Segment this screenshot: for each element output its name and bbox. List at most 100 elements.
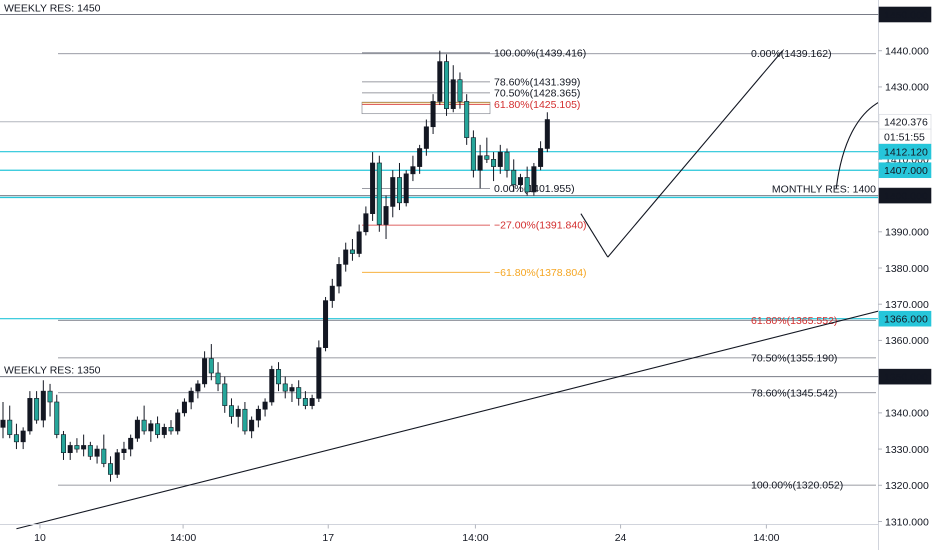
candle-body <box>74 445 80 450</box>
candle-body <box>242 408 248 432</box>
price-label-text: 1366.000 <box>884 314 928 326</box>
price-tick-label: 1310.000 <box>885 516 929 528</box>
candle-body <box>423 126 429 149</box>
candle-body <box>255 408 261 421</box>
level-label: WEEKLY RES: 1350 <box>4 365 101 377</box>
candle-body <box>390 177 396 207</box>
candle-body <box>27 398 33 432</box>
price-label-box <box>878 310 932 327</box>
candle-body <box>215 372 221 385</box>
trendline <box>16 297 932 530</box>
fib-label: 0.00%(1439.162) <box>751 48 832 60</box>
candle-body <box>168 427 174 432</box>
candle-body <box>497 151 503 167</box>
time-tick-label: 14:00 <box>753 532 779 544</box>
candle-body <box>60 434 66 453</box>
candle-body <box>410 166 416 175</box>
candle-body <box>329 285 335 301</box>
price-label-box <box>878 143 932 160</box>
candle-body <box>121 448 127 453</box>
candle-body <box>376 162 382 225</box>
candle-body <box>269 369 275 403</box>
candle-body <box>396 177 402 204</box>
candle-body <box>13 434 19 443</box>
candles <box>0 50 550 482</box>
candle-body <box>202 358 208 385</box>
candle-body <box>175 412 181 432</box>
candle-body <box>7 419 13 435</box>
candle-body <box>323 300 329 348</box>
price-tick-label: 1340.000 <box>885 408 929 420</box>
candle-body <box>20 430 26 443</box>
candle-body <box>222 383 228 406</box>
candle-body <box>383 206 389 225</box>
candle-body <box>155 423 161 435</box>
candle-body <box>81 445 87 450</box>
price-tick-label: 1330.000 <box>885 444 929 456</box>
time-tick-label: 10 <box>34 532 46 544</box>
fib-label: 70.50%(1428.365) <box>494 87 580 99</box>
time-tick-label: 14:00 <box>170 532 196 544</box>
candle-body <box>67 445 73 453</box>
price-label-text: 1420.376 <box>884 117 928 129</box>
candle-body <box>181 401 187 414</box>
candle-body <box>450 79 456 109</box>
candle-body <box>54 401 60 435</box>
price-axis-background <box>878 0 932 550</box>
candle-body <box>417 148 423 167</box>
candle-body <box>403 173 409 204</box>
candle-body <box>249 419 255 432</box>
candle-body <box>40 390 46 421</box>
candle-body <box>296 387 302 399</box>
candle-body <box>161 427 167 435</box>
horizontal-levels: WEEKLY RES: 1450 WEEKLY RES: 1350 MONTHLY … <box>0 3 878 378</box>
price-label-text: 1450.000 <box>884 9 928 21</box>
fib-label: 100.00%(1320.052) <box>751 480 843 492</box>
candle-body <box>477 155 483 171</box>
fib-zone <box>361 101 491 115</box>
candle-body <box>208 358 214 374</box>
candle-body <box>430 101 436 128</box>
price-tick-label: 1390.000 <box>885 227 929 239</box>
candle-body <box>128 437 134 450</box>
candle-body <box>370 162 376 214</box>
candle-body <box>531 166 537 193</box>
price-label-text: 1407.000 <box>884 165 928 177</box>
candle-body <box>188 390 194 403</box>
candle-body <box>34 398 40 421</box>
price-label-box <box>878 187 932 204</box>
price-label-text: 1412.120 <box>884 146 928 158</box>
fib-label: 70.50%(1355.190) <box>751 352 837 364</box>
candle-body <box>148 423 154 432</box>
candle-body <box>101 448 107 464</box>
candle-body <box>114 452 120 475</box>
price-tick-label: 1430.000 <box>885 82 929 94</box>
price-axis[interactable]: 1310.000 1320.000 1330.000 1340.000 1350.000… <box>878 0 932 550</box>
fib-label: 100.00%(1439.416) <box>494 47 586 59</box>
candle-body <box>511 169 517 186</box>
candle-body <box>349 249 355 254</box>
price-axis-labels: 1450.000 1420.376 01:51:55 1412.120 1407.000… <box>878 6 932 385</box>
price-label-box <box>878 6 932 23</box>
candle-body <box>316 347 322 399</box>
fib-label: 61.80%(1425.105) <box>494 99 580 111</box>
trendline <box>607 50 783 258</box>
price-label-box <box>878 368 932 385</box>
candle-body <box>276 369 282 385</box>
candle-body <box>228 405 234 417</box>
price-tick-label: 1370.000 <box>885 299 929 311</box>
fibonacci-levels: 0.00%(1439.162) 61.80%(1365.552) 70.50%(13… <box>58 47 876 492</box>
candle-body <box>289 387 295 392</box>
time-axis[interactable]: 1014:001714:002414:00Jul14:00814:001514:… <box>0 524 932 545</box>
candle-body <box>457 79 463 102</box>
price-label-text: 1400.000 <box>884 190 928 202</box>
candle-body <box>134 419 140 439</box>
time-tick-label: 17 <box>322 532 334 544</box>
candle-body <box>141 419 147 432</box>
candle-body <box>484 155 490 160</box>
candle-body <box>343 249 349 265</box>
candle-body <box>444 61 450 109</box>
candle-body <box>363 213 369 233</box>
price-tick-label: 1440.000 <box>885 46 929 58</box>
